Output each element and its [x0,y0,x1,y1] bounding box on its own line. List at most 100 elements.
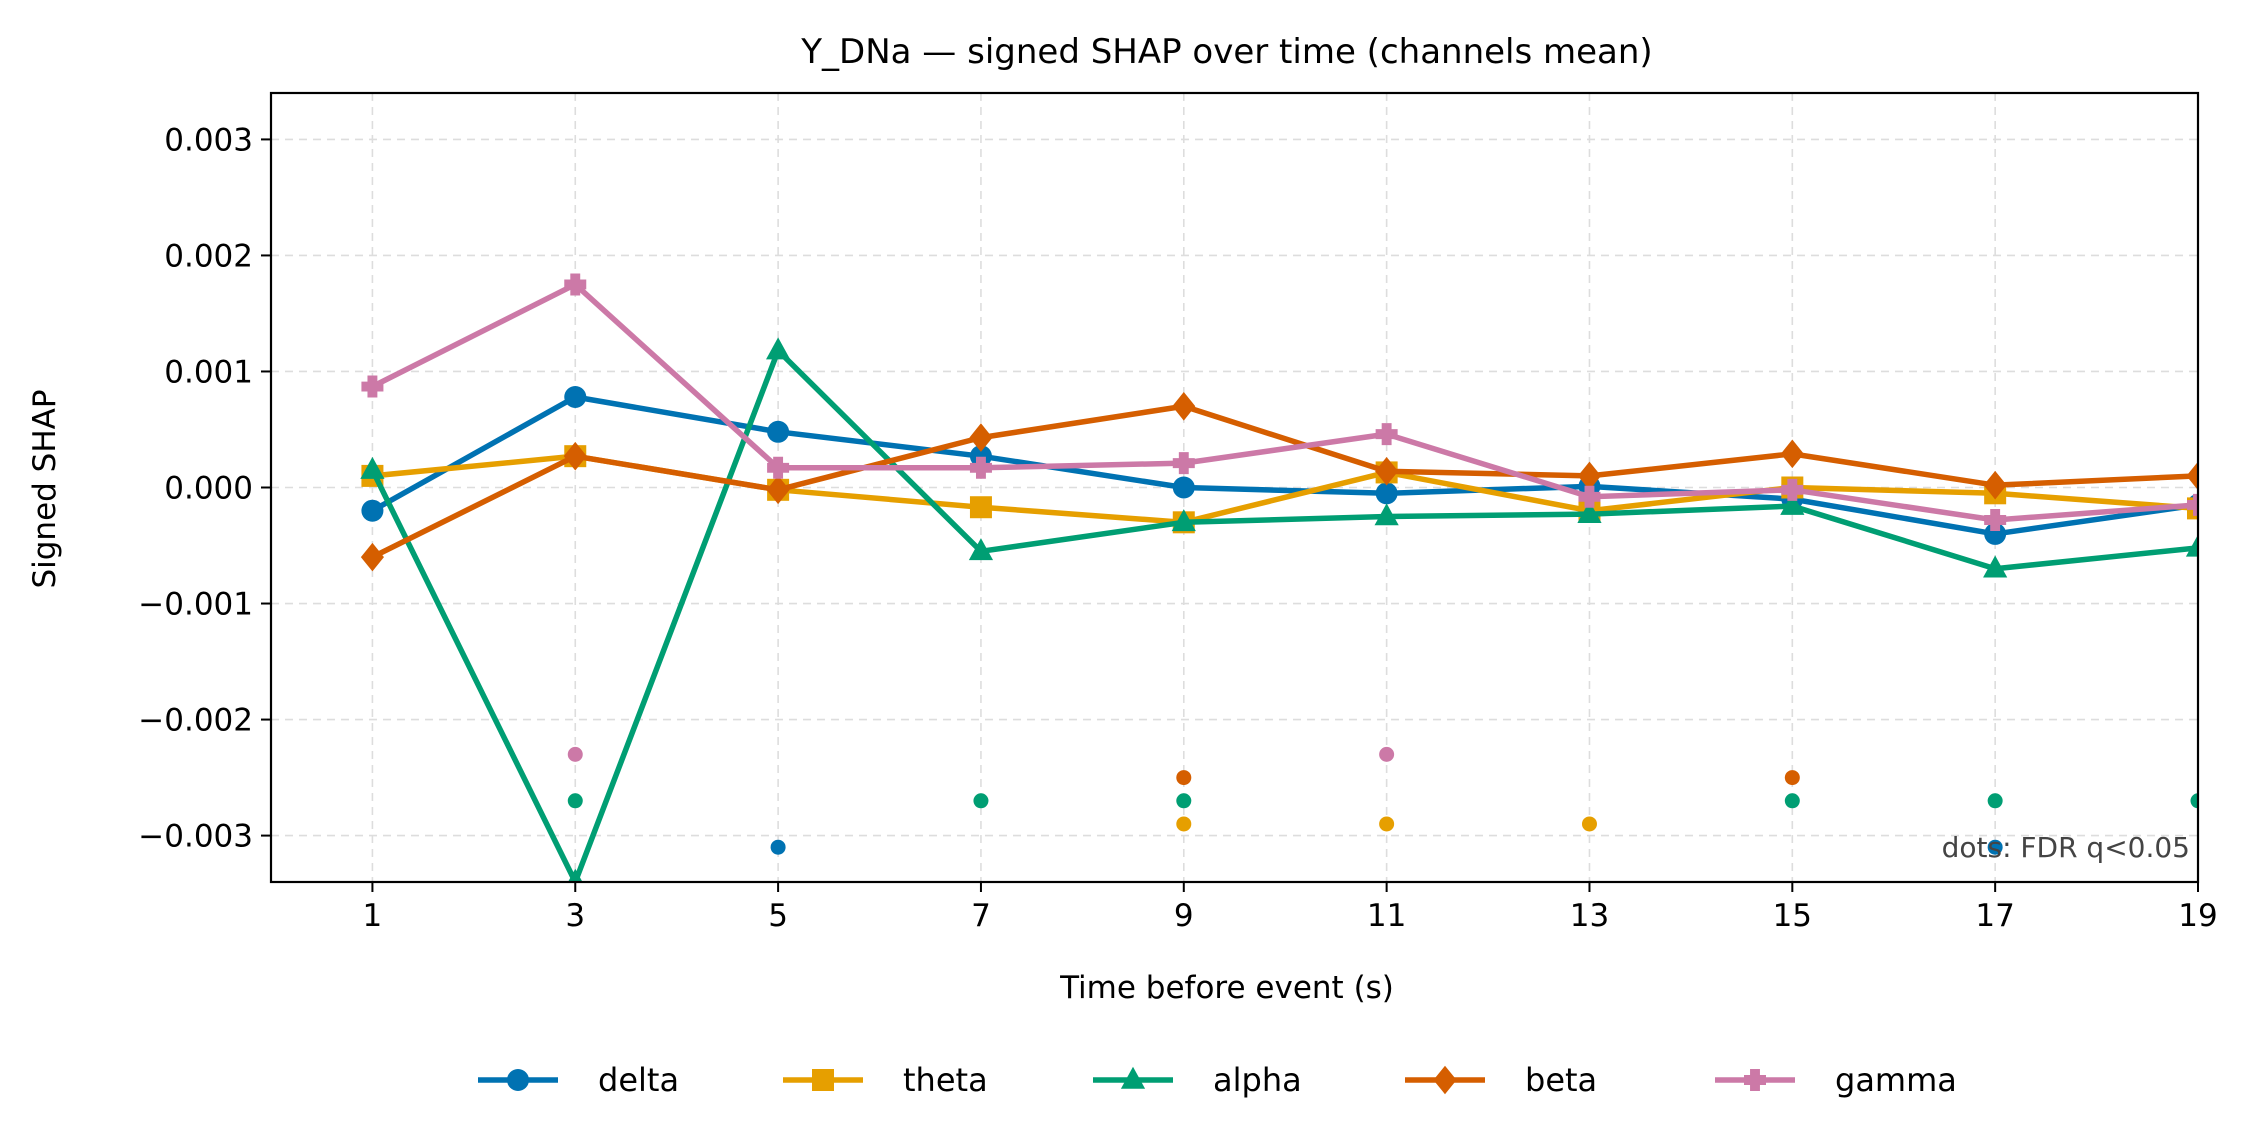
x-tick-label: 7 [971,898,991,934]
point-delta [361,499,384,522]
point-beta [1983,470,2007,500]
point-alpha [360,456,385,479]
significance-dot-theta [1581,816,1597,832]
point-beta [1577,461,1602,491]
x-tick-label: 13 [1570,898,1609,934]
significance-dot-theta [1379,816,1395,832]
point-gamma [1172,452,1195,475]
x-tick-label: 1 [363,898,383,934]
legend-marker-alpha [1120,1066,1146,1089]
point-beta [1375,456,1399,486]
legend-item-beta: beta [1405,1061,1597,1099]
x-tick-label: 9 [1174,898,1194,934]
y-tick-label: −0.003 [138,819,253,855]
point-beta [563,441,587,471]
data-layer [360,273,2198,882]
series-line-gamma [371,281,2198,523]
legend-label-delta: delta [598,1061,679,1099]
point-alpha [766,337,791,360]
point-alpha [2185,534,2198,557]
legend-label-gamma: gamma [1835,1061,1957,1099]
point-beta [969,423,993,452]
legend-label-theta: theta [903,1061,988,1099]
point-beta [766,475,790,505]
point-alpha [568,868,583,882]
point-gamma [564,273,587,296]
series-delta [361,385,2198,855]
x-tick-label: 17 [1975,898,2014,934]
point-gamma [969,456,992,479]
series-line-delta [371,394,2198,537]
significance-dot-theta [1176,816,1192,832]
legend-marker-theta [812,1069,834,1091]
x-tick-label: 19 [2178,898,2217,934]
point-beta [2186,461,2198,491]
significance-dot-delta [770,839,786,855]
y-tick-label: 0.001 [164,354,253,390]
significance-dot-beta [1176,770,1192,786]
series-theta [361,445,2198,832]
series-gamma [361,273,2198,762]
point-beta [1780,439,1804,469]
point-alpha [1171,509,1196,532]
legend-label-alpha: alpha [1213,1061,1302,1099]
significance-dot-alpha [567,793,583,809]
point-gamma [1578,485,1601,508]
legend-marker-beta [1433,1065,1457,1095]
x-tick-label: 3 [565,898,585,934]
point-delta [1172,476,1195,499]
y-tick-label: −0.001 [138,587,253,623]
point-beta [1172,391,1196,421]
point-alpha [1374,503,1399,526]
point-beta [360,542,384,572]
point-alpha [1577,500,1602,523]
series-beta [360,391,2198,786]
significance-dot-beta [1784,770,1800,786]
point-alpha [1780,492,1805,515]
legend: delta theta alpha beta gamma [478,1061,1957,1099]
point-gamma [1375,423,1398,446]
y-axis-label: Signed SHAP [27,389,63,588]
y-tick-label: 0.000 [164,471,253,507]
legend-item-gamma: gamma [1715,1061,1957,1099]
x-axis-label: Time before event (s) [1059,970,1394,1006]
legend-item-delta: delta [478,1061,679,1099]
significance-dot-gamma [1379,746,1395,762]
point-delta [969,445,992,468]
x-tick-label: 5 [768,898,788,934]
significance-dot-alpha [1176,793,1192,809]
point-theta [969,496,992,519]
legend-marker-gamma [1744,1069,1766,1091]
point-gamma [767,456,790,479]
series-line-beta [371,403,2198,560]
point-delta [1984,522,2007,545]
significance-dot-alpha [1987,793,2003,809]
point-gamma [2187,493,2198,516]
point-delta [564,385,587,408]
legend-item-theta: theta [783,1061,988,1099]
point-alpha [968,538,994,561]
y-tick-label: 0.003 [164,122,253,158]
x-tick-label: 15 [1773,898,1812,934]
point-gamma [1984,508,2007,531]
chart-title: Y_DNa — signed SHAP over time (channels … [800,32,1652,72]
significance-dot-alpha [2190,793,2198,809]
point-alpha [1983,555,2008,578]
legend-marker-delta [507,1069,529,1091]
point-gamma [361,375,384,398]
y-tick-label: −0.002 [138,703,253,739]
significance-dot-gamma [567,746,583,762]
point-gamma [1781,478,1804,501]
y-tick-label: 0.002 [164,238,253,274]
significance-dot-delta [1987,839,2003,855]
point-delta [1375,482,1398,505]
significance-dot-alpha [973,793,989,809]
fdr-annotation: dots: FDR q<0.05 [1942,831,2190,864]
legend-item-alpha: alpha [1093,1061,1302,1099]
series-alpha [360,337,2198,882]
point-delta [767,420,790,443]
x-tick-label: 11 [1367,898,1406,934]
legend-label-beta: beta [1525,1061,1597,1099]
significance-dot-alpha [1784,793,1800,809]
